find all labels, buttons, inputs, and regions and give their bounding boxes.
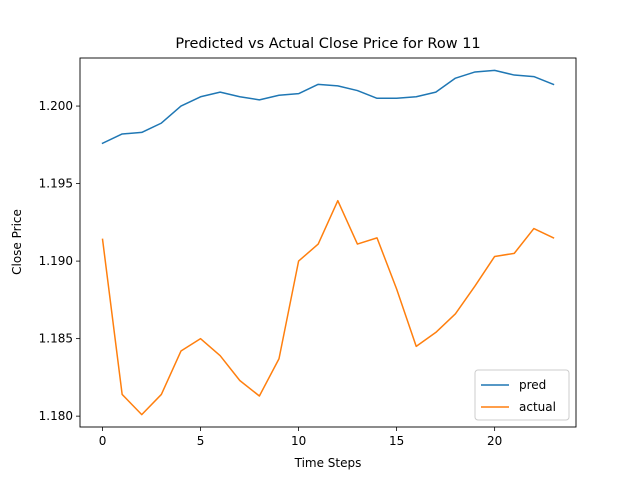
x-tick-label: 10 [291,434,306,448]
y-axis: 1.180 1.185 1.190 1.195 1.200 [39,99,80,423]
y-axis-label: Close Price [10,209,24,275]
y-tick-label: 1.200 [39,99,73,113]
legend: pred actual [474,369,570,421]
x-axis: 0 5 10 15 20 [99,427,502,448]
series-line-pred [101,69,555,145]
y-tick-label: 1.185 [39,332,73,346]
chart-title: Predicted vs Actual Close Price for Row … [175,36,480,52]
x-tick-label: 5 [197,434,205,448]
series-line-actual [101,199,555,416]
x-tick-label: 0 [99,434,107,448]
legend-label-pred: pred [519,378,546,392]
x-tick-label: 20 [487,434,502,448]
plot-frame [79,57,577,428]
legend-label-actual: actual [519,400,556,414]
y-tick-label: 1.190 [39,254,73,268]
plot-series [101,69,555,416]
y-tick-label: 1.180 [39,409,73,423]
y-tick-label: 1.195 [39,177,73,191]
x-axis-label: Time Steps [294,456,362,470]
x-tick-label: 15 [389,434,404,448]
